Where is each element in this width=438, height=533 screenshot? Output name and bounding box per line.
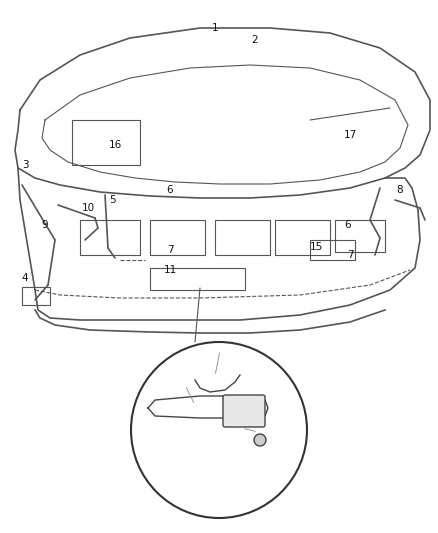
Text: 7: 7 xyxy=(167,245,173,255)
FancyBboxPatch shape xyxy=(223,395,265,427)
Text: 9: 9 xyxy=(42,220,48,230)
Text: 1: 1 xyxy=(212,23,218,33)
Text: 16: 16 xyxy=(108,140,122,150)
Text: 15: 15 xyxy=(309,242,323,252)
Text: 17: 17 xyxy=(343,130,357,140)
Text: 6: 6 xyxy=(345,220,351,230)
Text: 3: 3 xyxy=(22,160,28,170)
Text: 10: 10 xyxy=(81,203,95,213)
Text: 7: 7 xyxy=(347,250,353,260)
Text: 2: 2 xyxy=(252,35,258,45)
Text: 4: 4 xyxy=(22,273,28,283)
Text: 6: 6 xyxy=(167,185,173,195)
Text: 14: 14 xyxy=(223,425,237,435)
Text: 5: 5 xyxy=(110,195,117,205)
Text: 11: 11 xyxy=(163,265,177,275)
Circle shape xyxy=(131,342,307,518)
Text: 8: 8 xyxy=(397,185,403,195)
Text: 13: 13 xyxy=(170,378,184,388)
Circle shape xyxy=(254,434,266,446)
Text: 12: 12 xyxy=(215,343,229,353)
